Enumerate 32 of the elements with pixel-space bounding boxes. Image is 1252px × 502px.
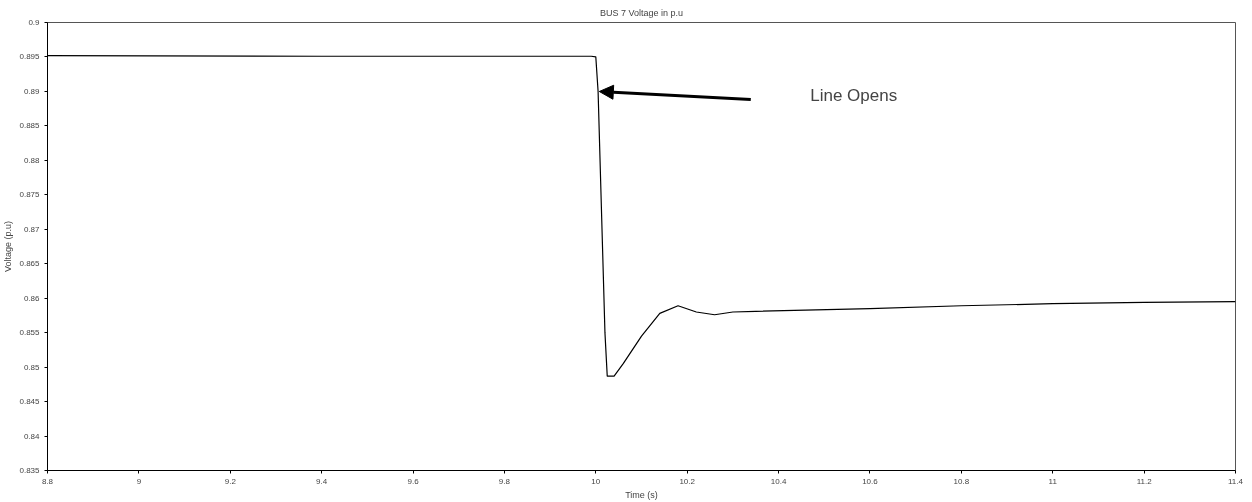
y-tick-label: 0.835: [19, 466, 41, 475]
y-tick-label: 0.87: [23, 224, 41, 234]
y-tick-label: 0.875: [19, 190, 41, 200]
x-axis-title: Time (s): [625, 489, 658, 500]
x-tick-label: 9.4: [316, 476, 328, 486]
x-tick-label: 10.4: [770, 476, 787, 486]
y-tick-label: 0.84: [23, 431, 41, 441]
y-tick-label: 0.89: [23, 86, 41, 96]
y-tick-label: 0.88: [23, 155, 41, 165]
y-tick-label: 0.885: [19, 121, 41, 131]
x-tick-label: 10.2: [679, 476, 696, 486]
chart-title: BUS 7 Voltage in p.u: [599, 7, 684, 18]
y-tick-label: 0.855: [19, 328, 41, 338]
x-tick-label: 11: [1048, 476, 1058, 486]
y-axis-title: Voltage (p.u): [3, 220, 14, 273]
x-tick-label: 9.8: [498, 476, 511, 486]
x-tick-label: 10: [591, 476, 601, 486]
x-tick-label: 9.2: [224, 476, 237, 486]
y-tick-label: 0.9: [28, 18, 41, 27]
y-tick-label: 0.865: [19, 259, 41, 269]
annotation: Line Opens: [810, 85, 898, 105]
x-tick-label: 9.6: [407, 476, 420, 486]
y-tick-label: 0.85: [23, 362, 41, 372]
y-tick-label: 0.895: [19, 52, 41, 62]
x-tick-label: 11.4: [1228, 476, 1244, 486]
x-tick-label: 8.8: [41, 476, 54, 486]
x-tick-label: 11.2: [1136, 476, 1153, 486]
x-tick-label: 10.8: [953, 476, 970, 486]
x-tick-label: 9: [136, 476, 142, 486]
y-tick-label: 0.86: [23, 293, 41, 303]
y-tick-label: 0.845: [19, 397, 41, 407]
x-tick-label: 10.6: [862, 476, 879, 486]
